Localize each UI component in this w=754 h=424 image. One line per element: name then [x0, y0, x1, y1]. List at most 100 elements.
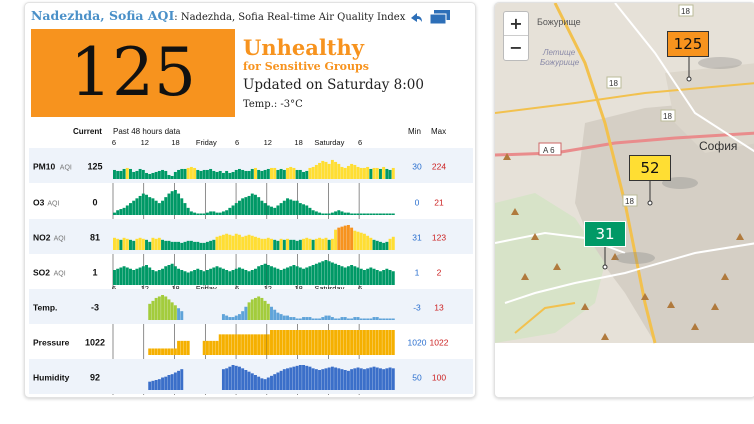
bar-0-1	[116, 170, 120, 179]
bar-4-58	[298, 318, 302, 320]
bar-5-70	[337, 330, 341, 355]
bar-2-12	[151, 237, 155, 250]
map-marker-31[interactable]: 31	[584, 221, 626, 247]
bar-1-17	[167, 193, 171, 215]
bar-0-44	[254, 167, 257, 179]
expand-icon[interactable]	[429, 9, 451, 25]
bar-0-48	[266, 168, 270, 179]
bar-1-30	[209, 211, 213, 215]
bar-0-18	[170, 175, 174, 179]
aqi-map[interactable]: Божурище Летище Божурище София A 6 18 18…	[494, 2, 754, 398]
bar-4-19	[173, 305, 177, 320]
bar-2-75	[353, 230, 357, 250]
bar-1-58	[298, 203, 302, 215]
bar-2-46	[260, 238, 264, 250]
station-title-link[interactable]: Nadezhda, Sofia AQI	[31, 8, 175, 23]
bar-6-68	[330, 366, 334, 390]
aqi-widget: Nadezhda, Sofia AQI: Nadezhda, Sofia Rea…	[24, 2, 476, 398]
bar-6-52	[279, 370, 283, 390]
bar-6-76	[356, 367, 360, 390]
mid-tick-1: 12	[141, 284, 149, 293]
row-min-4: -3	[413, 303, 421, 313]
bar-5-32	[215, 340, 219, 355]
bar-6-38	[234, 365, 238, 390]
bar-6-49	[270, 375, 273, 390]
bar-2-60	[305, 237, 309, 250]
bar-1-36	[228, 207, 232, 215]
bar-6-51	[276, 372, 280, 390]
bar-4-15	[161, 295, 165, 320]
bar-1-10	[145, 194, 148, 215]
row-min-2: 31	[412, 233, 422, 243]
road-label-18-b: 18	[609, 79, 618, 88]
bar-2-15	[161, 239, 165, 250]
zoom-out-button[interactable]: −	[509, 38, 523, 57]
top-tick-8: 6	[358, 138, 362, 147]
bar-0-85	[385, 168, 389, 179]
map-marker-52[interactable]: 52	[629, 155, 671, 181]
bar-1-6	[132, 200, 136, 215]
bar-4-21	[180, 311, 184, 320]
map-tiles: Божурище Летище Божурище София A 6 18 18…	[495, 3, 754, 397]
bar-4-66	[324, 315, 328, 320]
bar-4-82	[375, 317, 379, 320]
bar-4-64	[318, 318, 322, 320]
road-label-a6: A 6	[543, 146, 555, 155]
map-marker-125[interactable]: 125	[667, 31, 709, 57]
zoom-control: + −	[503, 11, 529, 61]
bar-2-45	[257, 237, 261, 250]
bar-2-6	[132, 240, 136, 250]
bar-1-82	[375, 213, 379, 215]
bar-3-85	[385, 268, 389, 285]
bar-0-47	[263, 169, 267, 179]
bar-6-80	[369, 367, 373, 390]
bar-1-86	[388, 213, 392, 215]
bar-2-64	[318, 237, 322, 250]
bar-6-63	[314, 369, 318, 390]
bar-1-43	[250, 193, 254, 215]
bar-2-16	[164, 240, 168, 250]
bar-4-48	[266, 303, 270, 320]
bar-5-30	[209, 340, 213, 355]
zoom-in-button[interactable]: +	[504, 12, 528, 36]
bar-4-73	[346, 318, 350, 320]
bar-6-12	[151, 380, 155, 390]
bar-1-55	[289, 199, 293, 215]
bar-3-60	[305, 267, 309, 285]
bar-2-44	[254, 236, 257, 250]
bar-3-70	[337, 265, 341, 285]
bar-4-71	[340, 317, 344, 320]
bar-1-23	[186, 207, 190, 215]
bar-3-67	[327, 261, 331, 285]
bar-6-42	[247, 371, 251, 390]
row-max-4: 13	[434, 303, 444, 313]
bar-6-13	[154, 380, 158, 390]
bar-4-49	[270, 306, 273, 320]
bar-1-74	[350, 213, 354, 215]
bar-6-85	[385, 368, 389, 390]
bar-0-36	[228, 172, 232, 179]
bar-2-51	[276, 240, 280, 250]
bar-1-70	[337, 210, 341, 215]
bar-5-62	[311, 330, 315, 355]
bar-0-40	[241, 169, 245, 179]
bar-4-59	[302, 317, 306, 320]
bar-4-35	[225, 315, 229, 320]
bar-6-86	[388, 367, 392, 390]
mid-tick-6: 18	[294, 284, 302, 293]
col-current-label: Current	[73, 127, 102, 136]
bar-5-79	[366, 330, 370, 355]
bar-1-80	[369, 213, 373, 215]
bar-4-16	[164, 296, 168, 320]
bar-5-71	[340, 330, 344, 355]
bar-4-11	[148, 303, 152, 320]
bar-1-78	[362, 213, 366, 215]
bar-4-80	[369, 318, 373, 320]
bar-4-13	[154, 297, 158, 320]
share-icon[interactable]	[407, 9, 423, 25]
bar-2-72	[343, 225, 347, 250]
bar-2-42	[247, 234, 251, 250]
row-current-4: -3	[91, 303, 99, 313]
bar-0-55	[289, 166, 293, 179]
